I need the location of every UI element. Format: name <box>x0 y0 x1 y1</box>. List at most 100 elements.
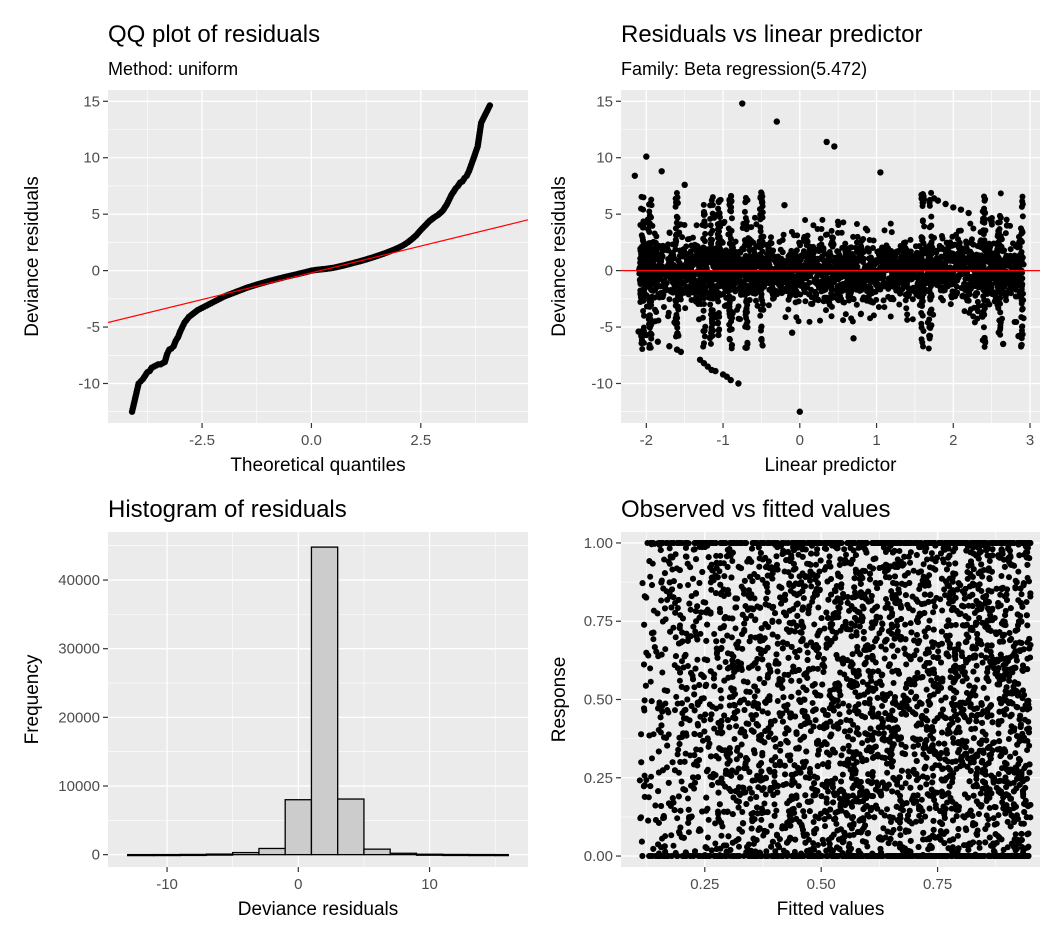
data-point <box>665 247 672 254</box>
y-tick-label: 0.50 <box>584 692 613 709</box>
data-point <box>730 261 737 268</box>
data-point <box>1018 300 1025 307</box>
data-point <box>975 302 982 309</box>
data-point <box>904 316 911 323</box>
data-point <box>842 311 849 318</box>
data-point <box>773 118 780 125</box>
data-point <box>938 270 945 277</box>
data-point <box>830 276 837 283</box>
data-point <box>640 307 647 314</box>
data-point <box>1003 268 1010 275</box>
data-point <box>716 275 723 282</box>
data-point <box>995 285 1002 292</box>
data-point <box>699 261 706 268</box>
data-point <box>854 275 861 282</box>
chart-title: Histogram of residuals <box>108 496 347 523</box>
data-point <box>735 315 742 322</box>
data-point <box>875 281 882 288</box>
data-point <box>712 367 719 375</box>
data-point <box>707 255 714 262</box>
data-point <box>852 244 859 251</box>
data-point <box>709 307 716 314</box>
data-point <box>980 215 988 222</box>
data-point <box>997 322 1004 329</box>
data-point <box>666 296 673 303</box>
data-point <box>824 298 831 305</box>
data-point <box>728 193 735 200</box>
data-point <box>928 213 935 220</box>
data-point <box>963 238 970 245</box>
data-point <box>699 286 706 293</box>
data-point <box>716 214 723 221</box>
data-point <box>1018 323 1025 330</box>
data-point <box>909 296 916 303</box>
data-point <box>666 343 673 350</box>
reference-line <box>108 219 528 324</box>
chart-subtitle: Family: Beta regression(5.472) <box>621 59 867 79</box>
data-point <box>888 229 895 236</box>
data-point <box>638 291 645 298</box>
x-tick-label: 0 <box>294 876 302 893</box>
data-point <box>848 315 855 322</box>
data-point <box>742 254 749 261</box>
data-point <box>727 376 734 384</box>
data-point <box>866 237 873 244</box>
data-point <box>725 252 732 259</box>
data-point <box>802 217 809 224</box>
data-point <box>855 257 862 264</box>
data-point <box>657 283 664 290</box>
data-point <box>926 288 933 295</box>
data-point <box>1014 241 1021 248</box>
data-point <box>707 340 714 347</box>
data-point <box>727 313 734 320</box>
data-point <box>742 214 749 221</box>
data-point <box>965 209 972 217</box>
data-point <box>926 199 933 206</box>
data-point <box>997 331 1004 338</box>
data-point <box>814 255 821 262</box>
data-point <box>709 312 716 319</box>
data-point <box>709 291 716 298</box>
data-point <box>1002 293 1009 300</box>
data-point <box>707 273 714 280</box>
data-point <box>832 256 839 263</box>
data-point <box>646 228 653 235</box>
data-point <box>970 241 977 248</box>
data-point <box>646 212 653 219</box>
data-point <box>778 285 785 292</box>
y-tick-label: 5 <box>92 206 100 223</box>
histogram-bar <box>363 848 391 856</box>
data-point <box>673 190 680 197</box>
data-point <box>714 234 721 241</box>
data-point <box>986 274 993 281</box>
data-point <box>978 252 985 259</box>
plot-marks <box>636 539 1034 860</box>
data-point <box>927 281 934 288</box>
data-point <box>728 308 735 315</box>
data-point <box>944 270 951 277</box>
y-tick-label: 0.75 <box>584 613 613 630</box>
data-point <box>969 273 976 280</box>
data-point <box>927 244 934 251</box>
data-point <box>804 238 811 245</box>
data-point <box>997 190 1004 197</box>
data-point <box>892 253 899 260</box>
x-axis-label: Deviance residuals <box>238 899 399 920</box>
data-point <box>768 240 775 247</box>
data-point <box>640 247 647 254</box>
data-point <box>951 291 958 298</box>
x-tick-label: -10 <box>156 876 178 893</box>
data-point <box>677 348 685 356</box>
data-point <box>743 262 750 269</box>
data-point <box>903 305 910 312</box>
data-point <box>796 239 803 246</box>
data-point <box>970 225 977 232</box>
data-point <box>646 344 653 351</box>
data-point <box>926 274 933 281</box>
data-point <box>968 280 975 287</box>
data-point <box>687 249 694 256</box>
data-point <box>920 343 927 350</box>
data-point <box>806 268 813 275</box>
data-point <box>717 219 724 226</box>
x-tick-label: 2.5 <box>410 432 431 449</box>
